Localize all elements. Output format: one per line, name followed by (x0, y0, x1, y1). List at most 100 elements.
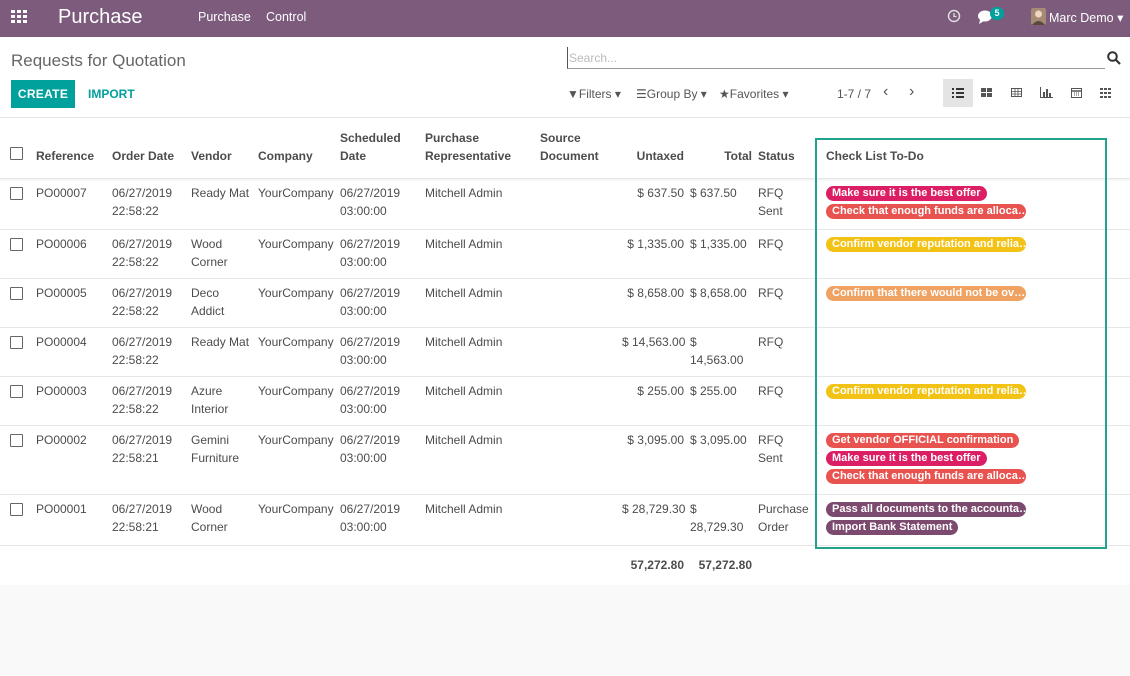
cell-untaxed: $ 3,095.00 (620, 424, 688, 494)
filters-dropdown[interactable]: ▼Filters ▾ (567, 87, 621, 101)
avatar[interactable] (1031, 8, 1046, 25)
data-row[interactable]: PO00001 06/27/2019 22:58:21 Wood Corner You… (0, 493, 1130, 545)
column-header[interactable]: Reference (36, 148, 95, 163)
total: $ 1,335.00 (690, 236, 747, 251)
user-menu[interactable]: Marc Demo ▾ (1049, 11, 1124, 25)
cell-status: RFQ (756, 375, 815, 425)
view-list[interactable] (943, 79, 973, 107)
column-header[interactable]: Source Document (540, 130, 599, 163)
cell-checklist: Confirm vendor reputation and relia… (815, 228, 1130, 278)
list-icon (952, 88, 964, 98)
cell-company: YourCompany (256, 228, 338, 278)
data-row[interactable]: PO00006 06/27/2019 22:58:22 Wood Corner You… (0, 228, 1130, 278)
total: $ 3,095.00 (690, 432, 747, 447)
row-checkbox[interactable] (10, 335, 23, 349)
column-header[interactable]: Status (758, 148, 795, 163)
cell-untaxed: $ 28,729.30 (620, 493, 688, 545)
empty-cell (256, 544, 338, 585)
list-view: Reference Order Date Vendor Company Schedule… (0, 118, 1130, 585)
cell-total: $ 3,095.00 (688, 424, 756, 494)
company: YourCompany (258, 383, 334, 398)
data-row[interactable]: PO00002 06/27/2019 22:58:21 Gemini Furnitu… (0, 424, 1130, 494)
app-name[interactable]: Purchase (58, 6, 143, 28)
data-row[interactable]: PO00005 06/27/2019 22:58:22 Deco Addict You… (0, 277, 1130, 327)
checklist-tag[interactable]: Import Bank Statement (826, 519, 959, 535)
messages-icon[interactable] (977, 9, 995, 25)
order-date: 06/27/2019 22:58:22 (112, 334, 173, 367)
checklist-tag[interactable]: Get vendor OFFICIAL confirmation (826, 432, 1020, 448)
view-grid[interactable] (1100, 88, 1112, 98)
cell-scheduled-date: 06/27/2019 03:00:00 (338, 424, 423, 494)
pager-prev[interactable]: ‹ (883, 83, 889, 100)
column-header[interactable]: Total (724, 148, 752, 163)
row-checkbox[interactable] (10, 186, 23, 200)
search-input[interactable]: Search... (567, 47, 1105, 69)
row-checkbox[interactable] (10, 286, 23, 300)
vendor: Wood Corner (191, 501, 228, 534)
checklist-tag[interactable]: Make sure it is the best offer (826, 185, 987, 201)
empty-cell (538, 544, 620, 585)
activity-icon[interactable] (947, 9, 961, 23)
reference: PO00001 (36, 501, 87, 516)
empty-cell (338, 544, 423, 585)
row-checkbox[interactable] (10, 237, 23, 251)
scheduled-date: 06/27/2019 03:00:00 (340, 334, 401, 367)
column-header[interactable]: Untaxed (636, 148, 684, 163)
checklist-tag[interactable]: Confirm vendor reputation and relia… (826, 383, 1026, 399)
reference: PO00004 (36, 334, 87, 349)
view-pivot[interactable] (1011, 88, 1023, 98)
create-button[interactable]: CREATE (11, 80, 75, 108)
column-header[interactable]: Check List To-Do (826, 148, 924, 163)
total: $ 255.00 (690, 383, 737, 398)
checklist-tag[interactable]: Make sure it is the best offer (826, 450, 987, 466)
representative: Mitchell Admin (425, 334, 503, 349)
scheduled-date: 06/27/2019 03:00:00 (340, 383, 401, 416)
cell-source (538, 326, 620, 376)
column-header[interactable]: Company (258, 148, 313, 163)
checklist-tag[interactable]: Pass all documents to the accounta… (826, 501, 1026, 517)
data-row[interactable]: PO00004 06/27/2019 22:58:22 Ready Mat YourC… (0, 326, 1130, 376)
data-row[interactable]: PO00007 06/27/2019 22:58:22 Ready Mat YourC… (0, 177, 1130, 229)
select-cell (0, 493, 34, 545)
groupby-dropdown[interactable]: ☰Group By ▾ (636, 87, 707, 101)
column-header[interactable]: Scheduled Date (340, 130, 401, 163)
row-checkbox[interactable] (10, 433, 23, 447)
row-checkbox[interactable] (10, 502, 23, 516)
cell-representative: Mitchell Admin (423, 424, 538, 494)
checklist-tag[interactable]: Confirm that there would not be ov… (826, 285, 1026, 301)
column-header[interactable]: Purchase Representative (425, 130, 512, 163)
order-date: 06/27/2019 22:58:22 (112, 236, 173, 269)
cell-company: YourCompany (256, 424, 338, 494)
pager-next[interactable]: › (909, 83, 915, 100)
cell-untaxed: $ 8,658.00 (620, 277, 688, 327)
data-row[interactable]: PO00003 06/27/2019 22:58:22 Azure Interior… (0, 375, 1130, 425)
checklist-tag[interactable]: Check that enough funds are alloca… (826, 203, 1026, 219)
favorites-dropdown[interactable]: ★Favorites ▾ (719, 87, 789, 101)
cell-untaxed: $ 14,563.00 (620, 326, 688, 376)
cell-representative: Mitchell Admin (423, 375, 538, 425)
view-graph[interactable] (1040, 87, 1053, 98)
menu-item[interactable]: Purchase (198, 10, 251, 24)
representative: Mitchell Admin (425, 285, 503, 300)
import-button[interactable]: IMPORT (88, 87, 135, 101)
column-header[interactable]: Vendor (191, 148, 232, 163)
view-calendar[interactable] (1071, 87, 1083, 99)
row-checkbox[interactable] (10, 384, 23, 398)
pager[interactable]: 1-7 / 7 (837, 87, 872, 101)
search-icon[interactable] (1107, 51, 1121, 65)
column-header[interactable]: Order Date (112, 148, 175, 163)
select-cell (0, 277, 34, 327)
view-kanban[interactable] (981, 88, 993, 98)
cell-total: $ 14,563.00 (688, 326, 756, 376)
select-all-checkbox[interactable] (10, 146, 23, 160)
apps-icon[interactable] (11, 10, 28, 25)
checklist-tag[interactable]: Confirm vendor reputation and relia… (826, 236, 1026, 252)
company: YourCompany (258, 236, 334, 251)
select-cell (0, 177, 34, 229)
status: RFQ (758, 334, 784, 349)
cell-scheduled-date: 06/27/2019 03:00:00 (338, 228, 423, 278)
empty-cell (189, 544, 256, 585)
order-date: 06/27/2019 22:58:22 (112, 185, 173, 218)
menu-item[interactable]: Control (266, 10, 307, 24)
checklist-tag[interactable]: Check that enough funds are alloca… (826, 468, 1026, 484)
